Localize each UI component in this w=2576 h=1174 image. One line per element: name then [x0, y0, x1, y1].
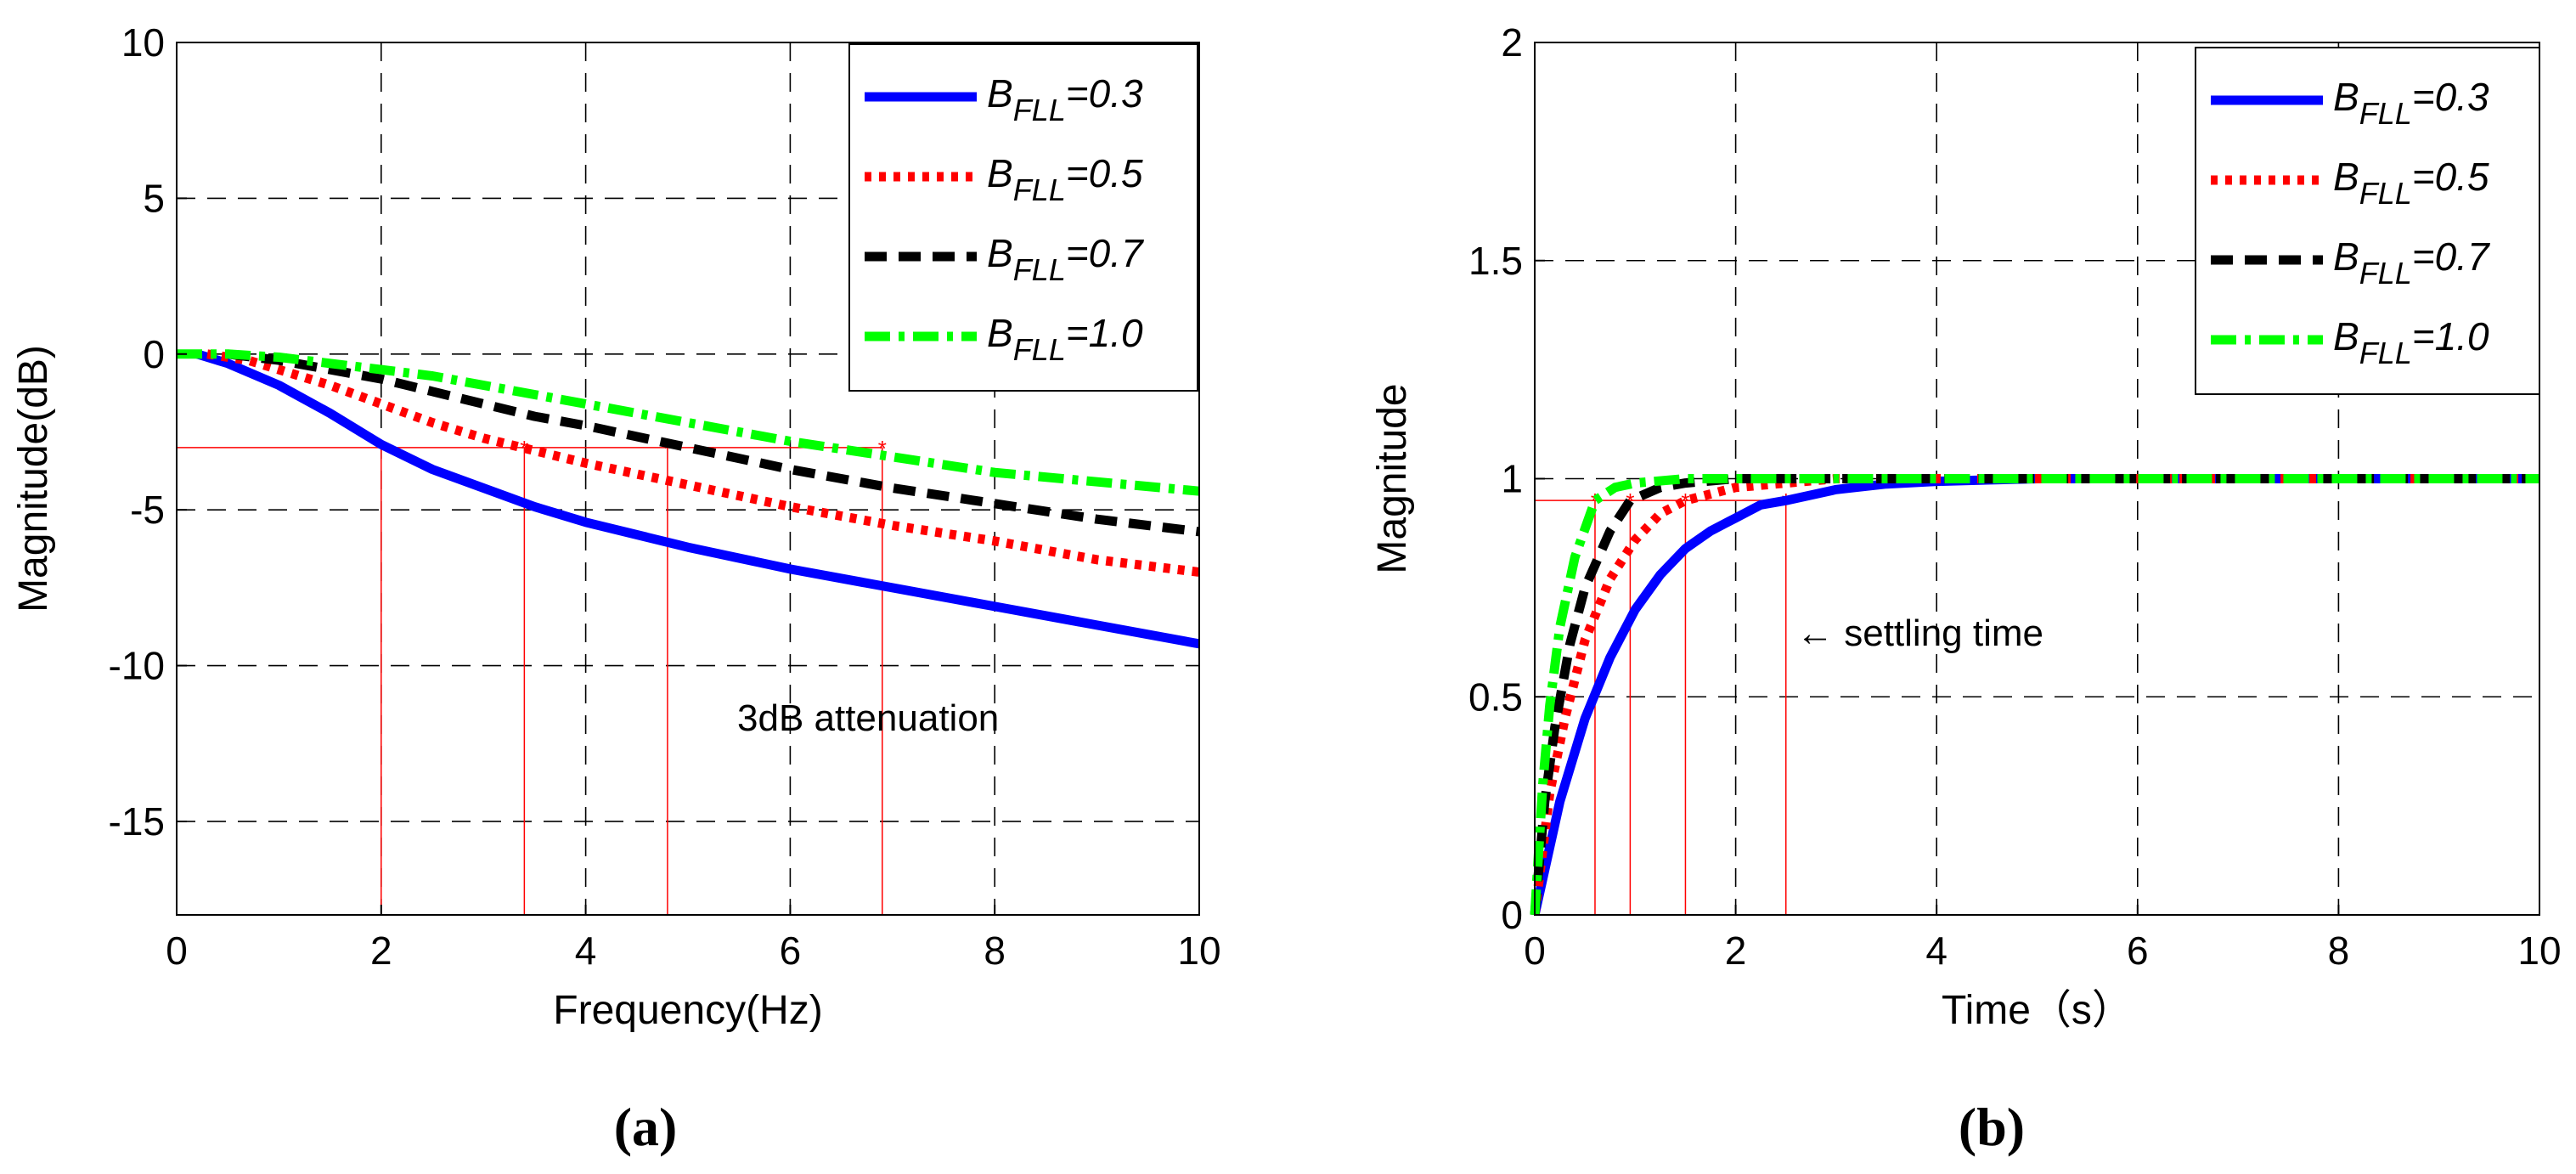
legend-entry-label: BFLL=0.7	[987, 231, 1144, 287]
x-tick-label: 4	[575, 928, 597, 973]
x-tick-label: 10	[1177, 928, 1220, 973]
legend-entry-label: BFLL=0.7	[2333, 234, 2490, 291]
y-tick-label: 1.5	[1468, 239, 1523, 283]
legend-box	[2195, 47, 2540, 395]
marker-star: *	[878, 436, 887, 461]
legend-entry-label: BFLL=1.0	[2333, 314, 2489, 370]
x-axis-label-b: Time（s）	[1942, 988, 2133, 1033]
series-line-bfll-1-0	[177, 349, 1200, 496]
legend-a: BFLL=0.3 BFLL=0.5 BFLL=0.7 BFLL=1.0	[848, 43, 1198, 392]
series-group-b	[1530, 474, 2539, 917]
series-line-bfll-0-3	[195, 349, 1200, 649]
x-tick-label: 0	[1524, 928, 1546, 973]
legend-entry-label: BFLL=1.0	[987, 311, 1143, 367]
x-tick-label: 2	[1725, 928, 1747, 973]
y-tick-label: 1	[1501, 457, 1523, 501]
x-tick-label: 8	[984, 928, 1006, 973]
y-tick-label: -10	[109, 644, 165, 688]
ticks-b: 0 2 4 6 8 10 2 1.5 1 0.5 0	[1468, 20, 2562, 973]
annotation-b: ← settling time	[1796, 612, 2043, 654]
y-tick-label: -15	[109, 799, 165, 844]
y-tick-label: 0	[143, 332, 165, 376]
legend-entry-label: BFLL=0.5	[987, 151, 1143, 207]
x-tick-label: 4	[1925, 928, 1948, 973]
marker-star: *	[663, 436, 672, 461]
legend-b: BFLL=0.3 BFLL=0.5 BFLL=0.7 BFLL=1.0	[2195, 47, 2540, 395]
axes-box-a	[176, 42, 1200, 916]
legend-entry-label: BFLL=0.3	[987, 71, 1143, 127]
x-tick-label: 8	[2328, 928, 2350, 973]
series-group-a	[177, 349, 1200, 649]
marker-star: *	[520, 436, 528, 461]
y-tick-label: 2	[1501, 20, 1523, 65]
x-tick-label: 10	[2517, 928, 2561, 973]
legend-entry-label: BFLL=0.5	[2333, 155, 2489, 211]
y-tick-label: -5	[130, 488, 165, 532]
panel-label-a: (a)	[614, 1097, 678, 1157]
y-tick-label: 10	[121, 20, 165, 65]
y-tick-label: 0	[1501, 893, 1523, 937]
y-axis-label-b: Magnitude	[1370, 383, 1415, 573]
legend-box	[848, 43, 1198, 392]
x-tick-label: 6	[2127, 928, 2149, 973]
marker-star: *	[1681, 488, 1689, 514]
x-axis-label-a: Frequency(Hz)	[553, 988, 822, 1033]
x-tick-label: 6	[780, 928, 802, 973]
y-tick-label: 0.5	[1468, 674, 1523, 719]
annotation-a: 3dB attenuation	[737, 697, 999, 739]
ticks-a: 0 2 4 6 8 10 10 5 0 -5 -10 -15	[109, 20, 1221, 973]
series-line-bfll-1-0	[1530, 474, 2539, 916]
y-axis-label-a: Magnitude(dB)	[11, 345, 56, 612]
y-tick-label: 5	[143, 176, 165, 220]
x-tick-label: 2	[370, 928, 392, 973]
series-line-bfll-0-7	[227, 349, 1200, 537]
x-tick-label: 0	[166, 928, 188, 973]
panel-label-b: (b)	[1959, 1097, 2025, 1157]
marker-star: *	[1591, 488, 1599, 514]
legend-entry-label: BFLL=0.3	[2333, 75, 2489, 131]
series-line-bfll-0-5	[206, 349, 1200, 577]
